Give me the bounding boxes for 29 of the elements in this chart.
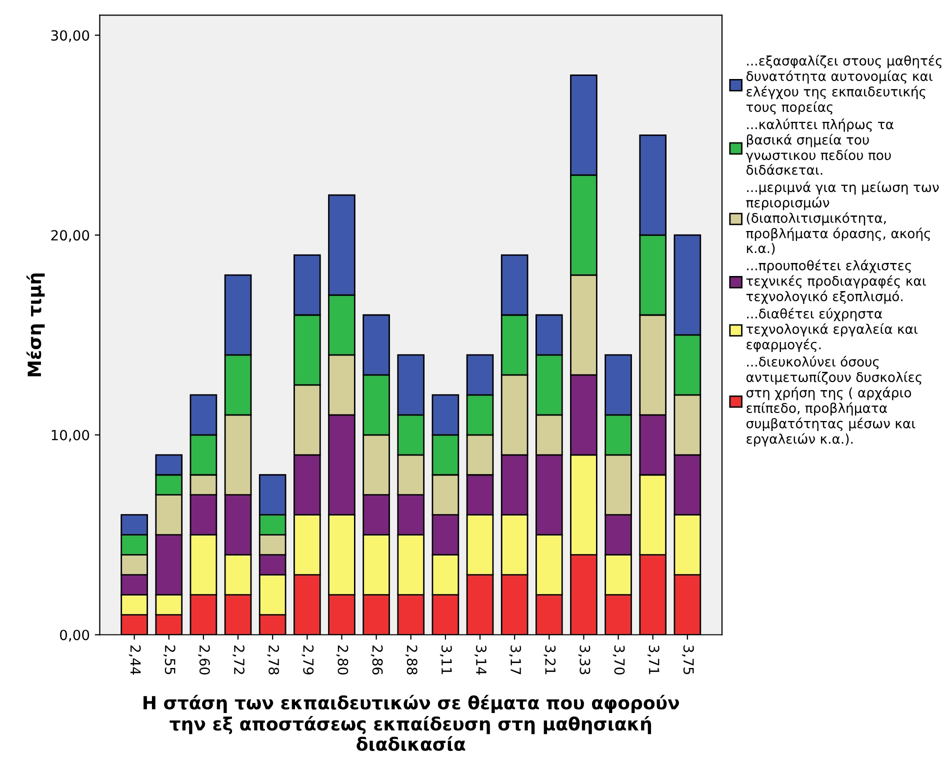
x-tick-label: 2,80 <box>336 645 348 674</box>
legend-label: ...μεριμνά για τη μείωση των περιορισμών (διαπολιτισμικότητα, προβλήματα όρασης, ακοής κ.α.) <box>746 181 939 255</box>
x-tick-label: 3,70 <box>612 646 625 674</box>
x-tick-label: 3,71 <box>647 646 660 674</box>
x-tick-label: 2,44 <box>128 645 141 675</box>
x-tick-label: 2,60 <box>198 645 210 674</box>
x-tick-label: 2,86 <box>370 645 383 675</box>
legend-label: ...εξασφαλίζει στους μαθητές δυνατότητα αυτονομίας και ελέγχου της εκπαιδευτικής τους πορείας <box>746 54 942 115</box>
x-tick-label: 2,72 <box>232 645 245 674</box>
x-tick-label: 3,17 <box>509 646 522 674</box>
y-tick-label: 10,00 <box>52 430 90 442</box>
y-axis-title: Μέση τιμή <box>26 273 45 376</box>
legend-label: ...διαθέτει εύχρηστα τεχνολογικά εργαλεία και εφαρμογές. <box>746 308 918 352</box>
legend-label: ...προυποθέτει ελάχιστες τεχνικές προδιαγραφές και τεχνολογικό εξοπλισμό. <box>746 260 926 304</box>
x-tick-label: 2,79 <box>302 645 314 674</box>
y-tick-label: 0,00 <box>60 630 90 642</box>
x-axis-title: Η στάση των εκπαιδευτικών σε θέματα που αφορούν την εξ αποστάσεως εκπαίδευση στη μαθησιακή διαδικασία <box>144 694 680 751</box>
x-tick-label: 3,14 <box>474 646 486 675</box>
legend-label: ...διευκολύνει όσους αντιμετωπίζουν δυσκολίες στη χρήση της ( αρχάριο επίπεδο, προβλήματα συμβατότητας μέσων και εργαλειών κ.α.). <box>746 356 922 446</box>
x-tick-label: 3,33 <box>578 646 590 674</box>
x-tick-label: 3,75 <box>682 646 694 674</box>
x-tick-label: 3,21 <box>544 646 556 674</box>
legend-label: ...καλύπτει πλήρως τα βασικά σημεία του γνωστικου πεδίου που διδάσκεται. <box>746 118 894 175</box>
y-tick-label: 20,00 <box>51 230 90 242</box>
x-tick-label: 2,88 <box>405 645 418 674</box>
y-tick-label: 30,00 <box>51 30 90 42</box>
x-tick-label: 3,11 <box>440 646 452 674</box>
x-tick-label: 2,55 <box>163 645 176 674</box>
x-tick-label: 2,78 <box>267 645 280 674</box>
